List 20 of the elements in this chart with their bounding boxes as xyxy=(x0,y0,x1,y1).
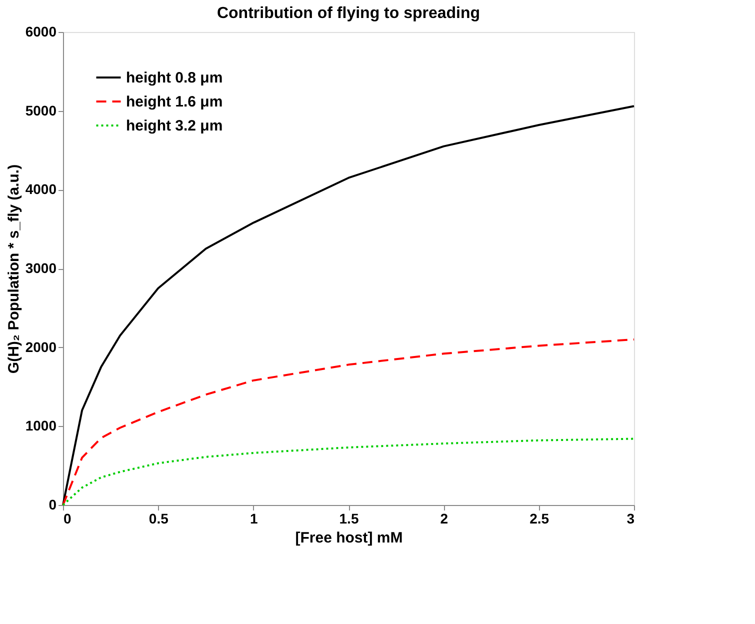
y-tick-label: 6000 xyxy=(25,24,57,40)
legend-label: height 1.6 μm xyxy=(126,94,223,110)
y-tick-label: 1000 xyxy=(25,418,57,434)
x-tick-label: 2 xyxy=(440,510,448,526)
chart-title: Contribution of flying to spreading xyxy=(216,5,480,22)
legend-label: height 3.2 μm xyxy=(126,118,223,134)
y-tick-label: 2000 xyxy=(25,338,57,355)
x-axis-title: [Free host] mM xyxy=(295,530,403,546)
y-tick-label: 3000 xyxy=(25,260,57,276)
legend-label: height 0.8 μm xyxy=(126,70,223,86)
x-tick-label: 3 xyxy=(626,510,635,526)
x-tick-label: 0.5 xyxy=(148,510,169,526)
x-tick-label: 2.5 xyxy=(530,510,550,526)
y-tick-label: 4000 xyxy=(25,181,57,198)
y-tick-label: 0 xyxy=(48,496,57,512)
x-tick-label: 0 xyxy=(64,510,72,526)
x-tick-label: 1 xyxy=(250,510,258,526)
y-axis-title: G(H)₂ Population * s_fly (a.u.) xyxy=(5,164,22,374)
y-tick-label: 5000 xyxy=(25,102,57,118)
x-tick-label: 1.5 xyxy=(339,510,359,526)
